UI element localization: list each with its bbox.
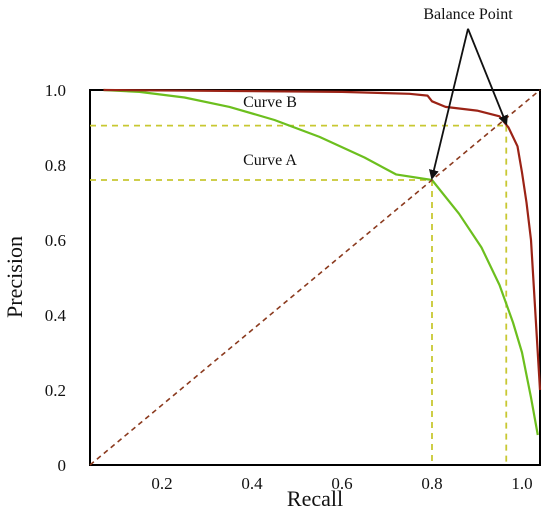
y-tick-label: 0 — [58, 456, 67, 475]
y-tick-label: 0.2 — [45, 381, 66, 400]
x-axis-label: Recall — [287, 486, 343, 511]
x-tick-label: 0.2 — [151, 474, 172, 493]
series-line-0 — [103, 88, 539, 436]
x-tick-labels: 0.2 0.4 0.6 0.8 1.0 — [151, 474, 532, 493]
annotation-arrow — [429, 28, 469, 180]
y-tick-label: 0.4 — [45, 306, 67, 325]
annotations: Curve B Curve A Balance Point — [243, 6, 513, 180]
annotation-arrow — [467, 28, 508, 126]
x-tick-label: 0.6 — [331, 474, 352, 493]
annotation-label: Curve A — [243, 152, 297, 169]
plot-frame — [89, 89, 541, 466]
reference-lines — [90, 124, 508, 465]
y-axis-label: Precision — [2, 236, 27, 318]
y-tick-label: 1.0 — [45, 81, 66, 100]
annotation-label: Balance Point — [423, 6, 513, 23]
y-tick-label: 0.8 — [45, 156, 66, 175]
series-lines — [89, 88, 542, 466]
x-tick-label: 0.8 — [421, 474, 442, 493]
series-line-1 — [103, 88, 542, 391]
y-tick-label: 0.6 — [45, 231, 66, 250]
x-tick-label: 0.4 — [241, 474, 263, 493]
y-tick-labels: 0 0.2 0.4 0.6 0.8 1.0 — [45, 81, 67, 475]
annotation-label: Curve B — [243, 94, 297, 111]
series-line-2 — [89, 89, 541, 466]
x-tick-label: 1.0 — [511, 474, 532, 493]
